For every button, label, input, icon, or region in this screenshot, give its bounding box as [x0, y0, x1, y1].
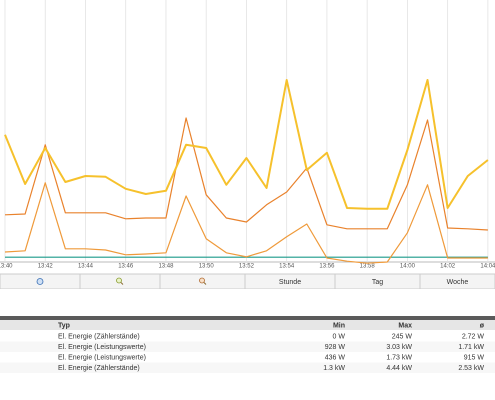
toolbar-button[interactable]: Woche [447, 279, 469, 286]
table-header [0, 320, 495, 330]
x-tick-label: 14:04 [480, 264, 495, 270]
table-row [0, 352, 495, 363]
table-cell: 1.71 kW [458, 344, 484, 351]
data-line [4, 182, 488, 264]
data-line [4, 79, 489, 210]
table-cell: 4.44 kW [386, 365, 412, 372]
table-cell: El. Energie (Leistungswerte) [58, 354, 146, 361]
x-tick-label: 13:48 [158, 264, 174, 270]
table-cell: 3.03 kW [386, 344, 412, 351]
table-row [0, 331, 495, 342]
toolbar-button[interactable]: Tag [372, 279, 383, 286]
toolbar-button[interactable]: Stunde [279, 279, 301, 286]
column-header: ø [480, 322, 485, 329]
toolbar-icon[interactable] [36, 278, 44, 285]
table-cell: 0 W [333, 333, 346, 340]
column-header: Typ [58, 322, 70, 329]
column-header: Max [398, 322, 412, 329]
column-header: Min [333, 322, 345, 329]
x-tick-label: 14:02 [440, 264, 456, 270]
table-cell: El. Energie (Zählerstände) [58, 365, 140, 372]
plot-area [0, 0, 495, 262]
x-tick-label: 13:58 [360, 264, 376, 270]
x-tick-label: 13:44 [78, 264, 94, 270]
table-cell: 928 W [325, 344, 346, 351]
x-tick-label: 13:56 [319, 264, 335, 270]
x-tick-label: 13:52 [239, 264, 255, 270]
x-tick-label: 14:00 [400, 264, 416, 270]
table-cell: 2.53 kW [458, 365, 484, 372]
x-tick-label: 13:42 [38, 264, 54, 270]
gap [0, 289, 495, 317]
table-top-bar [0, 316, 495, 320]
x-tick-label: 13:40 [0, 264, 13, 270]
table-cell: El. Energie (Zählerstände) [58, 333, 140, 340]
x-tick-label: 13:54 [279, 264, 295, 270]
table-cell: 1.73 kW [386, 354, 412, 361]
table-cell: 436 W [325, 354, 346, 361]
table-cell: 2.72 W [462, 333, 485, 340]
x-tick-label: 13:50 [199, 264, 215, 270]
x-tick-label: 13:46 [118, 264, 134, 270]
toolbar [0, 273, 495, 290]
zoom-out-icon[interactable] [199, 277, 207, 285]
table-cell: 1.3 kW [323, 365, 345, 372]
table-row [0, 341, 495, 352]
table-cell: El. Energie (Leistungswerte) [58, 344, 146, 351]
table-cell: 915 W [464, 354, 485, 361]
table-row [0, 362, 495, 373]
zoom-in-icon[interactable] [116, 277, 124, 285]
data-line [4, 117, 488, 231]
table-cell: 245 W [392, 333, 413, 340]
